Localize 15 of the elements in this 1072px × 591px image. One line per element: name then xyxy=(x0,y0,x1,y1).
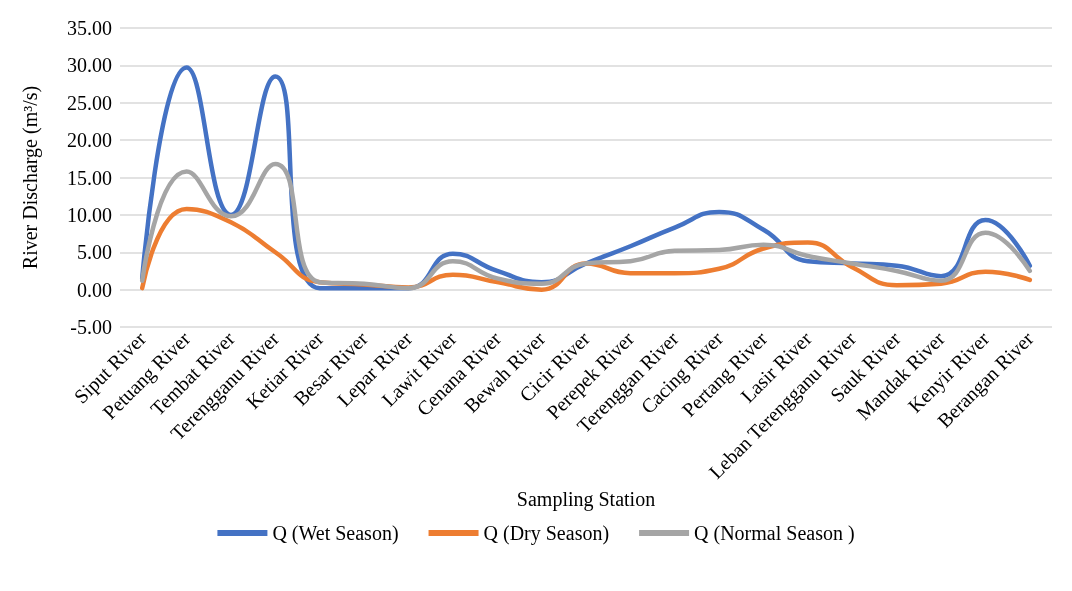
y-tick-label: 20.00 xyxy=(67,129,112,152)
y-tick-label: 15.00 xyxy=(67,166,112,189)
legend-label: Q (Normal Season ) xyxy=(694,522,855,545)
y-tick-label: 10.00 xyxy=(67,203,112,226)
y-tick-label: 35.00 xyxy=(67,17,112,39)
line-series xyxy=(139,161,1033,291)
y-tick-label: 30.00 xyxy=(67,54,112,77)
y-tick-label: 25.00 xyxy=(67,91,112,114)
x-axis-title: Sampling Station xyxy=(516,488,656,512)
y-tick-label: 0.00 xyxy=(77,278,112,301)
legend-label: Q (Wet Season) xyxy=(272,522,399,545)
legend-label: Q (Dry Season) xyxy=(483,522,610,545)
y-axis-title: River Discharge (m³/s) xyxy=(19,85,42,270)
y-tick-label: 5.00 xyxy=(77,241,112,264)
y-tick-label: -5.00 xyxy=(70,316,112,338)
